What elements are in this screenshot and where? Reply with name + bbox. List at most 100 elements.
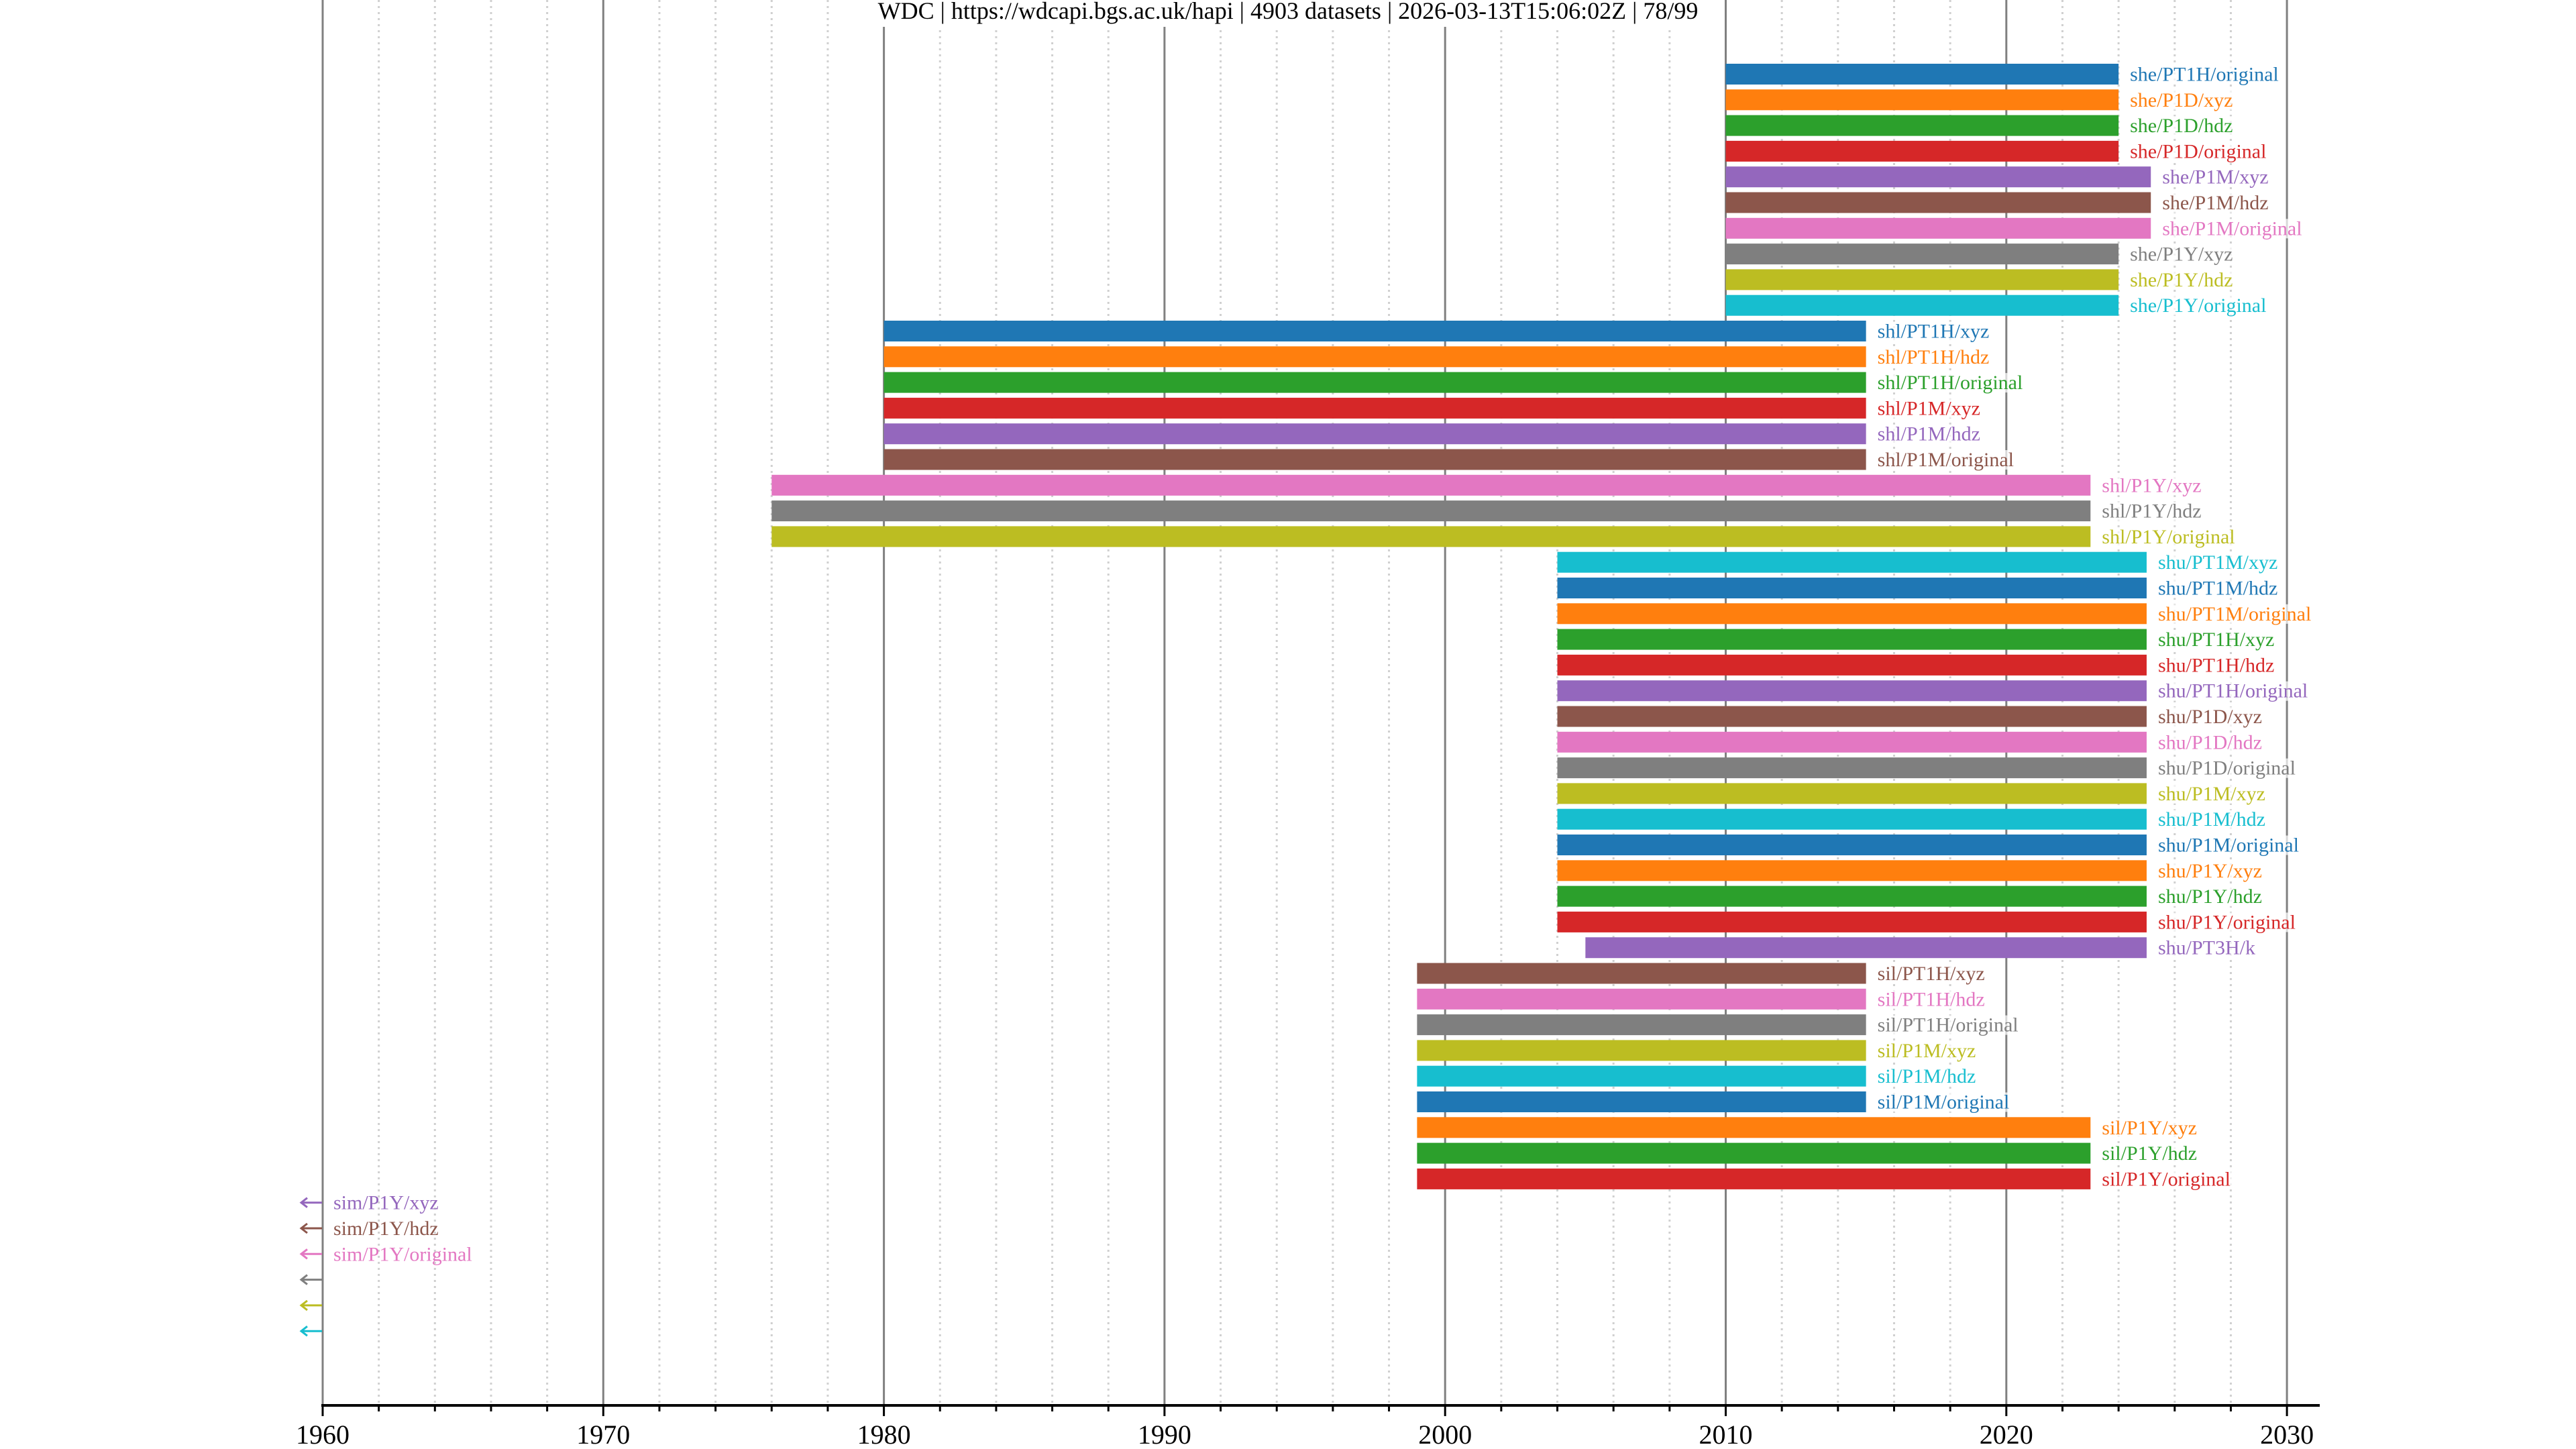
out-of-range-marker: sim/P1Y/original bbox=[299, 1243, 472, 1265]
bar-label-background bbox=[1876, 964, 1986, 983]
timeline-bar[interactable] bbox=[1725, 115, 2119, 136]
timeline-bar[interactable] bbox=[883, 423, 1866, 445]
bar-label-background bbox=[2129, 116, 2235, 136]
bar-label: she/P1Y/original bbox=[2130, 294, 2266, 317]
bar-label: sil/PT1H/hdz bbox=[1878, 988, 1985, 1010]
x-tick-label: 2020 bbox=[1980, 1419, 2033, 1449]
bar-label: shl/PT1H/hdz bbox=[1878, 346, 1990, 368]
bar-label-background bbox=[1876, 1015, 2020, 1035]
out-of-range-marker bbox=[299, 1299, 322, 1311]
bars-layer bbox=[771, 64, 2151, 1189]
bar-label-background bbox=[2100, 501, 2203, 521]
timeline-bar[interactable] bbox=[1725, 166, 2151, 188]
timeline-bar[interactable] bbox=[1417, 1117, 2091, 1138]
x-tick-label: 1970 bbox=[576, 1419, 630, 1449]
bar-label-background bbox=[2156, 912, 2297, 932]
bar-label: shl/P1Y/xyz bbox=[2102, 474, 2201, 496]
out-of-range-label: sim/P1Y/hdz bbox=[333, 1218, 439, 1240]
bar-label: she/PT1H/original bbox=[2130, 64, 2279, 86]
bar-label: shu/PT1M/original bbox=[2158, 603, 2311, 625]
bar-label-background bbox=[2129, 64, 2280, 85]
timeline-bar[interactable] bbox=[771, 474, 2091, 496]
bar-label-background bbox=[2129, 244, 2235, 264]
bar-label: sil/P1Y/hdz bbox=[2102, 1142, 2197, 1165]
bar-label: shu/P1D/xyz bbox=[2158, 706, 2262, 728]
timeline-bar[interactable] bbox=[883, 397, 1866, 419]
x-axis: 1960 1970 1980 1990 2000 2010 2020 2030 bbox=[296, 1404, 2320, 1449]
bar-label: shu/P1M/xyz bbox=[2158, 783, 2265, 805]
timeline-bar[interactable] bbox=[1557, 578, 2147, 598]
timeline-bar[interactable] bbox=[883, 372, 1866, 393]
left-arrow-icon bbox=[299, 1299, 308, 1311]
bar-label-background bbox=[1876, 1040, 1978, 1061]
timeline-bar[interactable] bbox=[1725, 64, 2119, 85]
bar-label-background bbox=[1876, 373, 2025, 393]
bar-label: she/P1D/xyz bbox=[2130, 89, 2233, 111]
timeline-bar[interactable] bbox=[1725, 89, 2119, 111]
left-arrow-icon bbox=[299, 1248, 308, 1260]
timeline-bar[interactable] bbox=[883, 321, 1866, 341]
timeline-bar[interactable] bbox=[1725, 140, 2119, 162]
timeline-bar[interactable] bbox=[1417, 1091, 1866, 1112]
bar-label: shl/P1M/xyz bbox=[1878, 397, 1980, 419]
labels-layer: she/PT1H/original she/P1D/xyz she/P1D/hdz s… bbox=[299, 64, 2313, 1337]
timeline-bar[interactable] bbox=[1417, 988, 1866, 1010]
bar-label: shu/P1Y/original bbox=[2158, 911, 2296, 933]
bar-label-background bbox=[2100, 476, 2203, 496]
bar-label-background bbox=[1876, 424, 1982, 444]
timeline-bar[interactable] bbox=[1417, 1040, 1866, 1061]
timeline-bar[interactable] bbox=[1725, 217, 2151, 239]
timeline-bar[interactable] bbox=[1417, 1168, 2091, 1189]
bar-label-background bbox=[2156, 553, 2279, 573]
bar-label: shu/P1Y/xyz bbox=[2158, 860, 2262, 882]
timeline-bar[interactable] bbox=[1417, 1065, 1866, 1087]
bar-label: shu/P1D/hdz bbox=[2158, 731, 2262, 753]
bar-label: she/P1D/original bbox=[2130, 140, 2266, 162]
timeline-bar[interactable] bbox=[771, 500, 2091, 522]
timeline-bar[interactable] bbox=[1557, 757, 2147, 779]
x-tick-label: 1980 bbox=[857, 1419, 911, 1449]
timeline-bar[interactable] bbox=[1725, 294, 2119, 316]
timeline-bar[interactable] bbox=[1417, 1142, 2091, 1164]
timeline-bar[interactable] bbox=[1557, 731, 2147, 753]
bar-label-background bbox=[2156, 630, 2276, 650]
bar-label: shl/PT1H/original bbox=[1878, 372, 2023, 394]
timeline-bar[interactable] bbox=[1585, 937, 2147, 959]
timeline-bar[interactable] bbox=[1557, 654, 2147, 676]
bar-label-background bbox=[2161, 193, 2270, 213]
bar-label-background bbox=[2156, 707, 2263, 727]
timeline-bar[interactable] bbox=[1417, 963, 1866, 984]
timeline-bar[interactable] bbox=[1725, 269, 2119, 290]
timeline-bar[interactable] bbox=[1557, 835, 2147, 855]
timeline-bar[interactable] bbox=[1557, 911, 2147, 932]
timeline-bar[interactable] bbox=[1557, 551, 2147, 573]
timeline-bar[interactable] bbox=[1725, 244, 2119, 265]
bar-label-background bbox=[2100, 1169, 2232, 1189]
bar-label: shu/PT3H/k bbox=[2158, 937, 2255, 959]
bar-label: shl/P1Y/hdz bbox=[2102, 500, 2201, 523]
timeline-bar[interactable] bbox=[771, 526, 2091, 547]
bar-label-background bbox=[2156, 784, 2267, 804]
timeline-bar[interactable] bbox=[1417, 1014, 1866, 1036]
bar-label-background bbox=[2156, 938, 2257, 958]
timeline-bar[interactable] bbox=[1557, 629, 2147, 650]
timeline-bar[interactable] bbox=[1557, 706, 2147, 727]
out-of-range-marker: sim/P1Y/xyz bbox=[299, 1192, 439, 1214]
bar-label-background bbox=[2156, 835, 2300, 855]
timeline-bar[interactable] bbox=[1557, 808, 2147, 830]
timeline-bar[interactable] bbox=[1557, 783, 2147, 804]
bar-label: sil/PT1H/original bbox=[1878, 1014, 2019, 1036]
timeline-bar[interactable] bbox=[883, 449, 1866, 470]
bar-label-background bbox=[1876, 1067, 1978, 1087]
timeline-bar[interactable] bbox=[1725, 192, 2151, 213]
bar-label: she/P1M/hdz bbox=[2162, 192, 2268, 214]
timeline-bar[interactable] bbox=[1557, 603, 2147, 625]
bar-label-background bbox=[2129, 296, 2268, 316]
bar-label-background bbox=[2129, 142, 2268, 162]
timeline-bar[interactable] bbox=[1557, 885, 2147, 907]
timeline-bar[interactable] bbox=[1557, 860, 2147, 881]
timeline-bar[interactable] bbox=[1557, 680, 2147, 702]
timeline-bar[interactable] bbox=[883, 346, 1866, 368]
out-of-range-marker bbox=[299, 1326, 322, 1337]
bar-label-background bbox=[2129, 270, 2235, 290]
